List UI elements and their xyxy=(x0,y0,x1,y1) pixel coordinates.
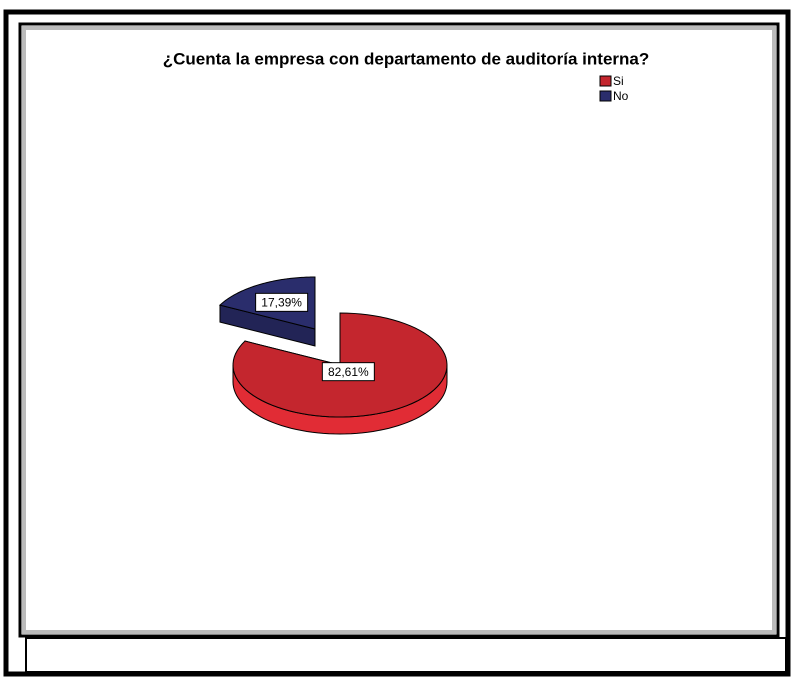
value-label: 82,61% xyxy=(328,365,369,379)
legend-label: Si xyxy=(613,74,624,88)
chart-title: ¿Cuenta la empresa con departamento de a… xyxy=(163,49,650,68)
value-label-box xyxy=(321,362,375,382)
value-label: 17,39% xyxy=(261,296,302,310)
legend-label: No xyxy=(613,89,629,103)
value-label-box xyxy=(255,292,309,312)
pie: 82,61% 17,39% xyxy=(218,276,448,435)
legend-swatch xyxy=(599,90,612,102)
inner-shadow xyxy=(22,26,776,634)
legend-swatch xyxy=(599,75,612,87)
footer-box xyxy=(25,637,787,673)
